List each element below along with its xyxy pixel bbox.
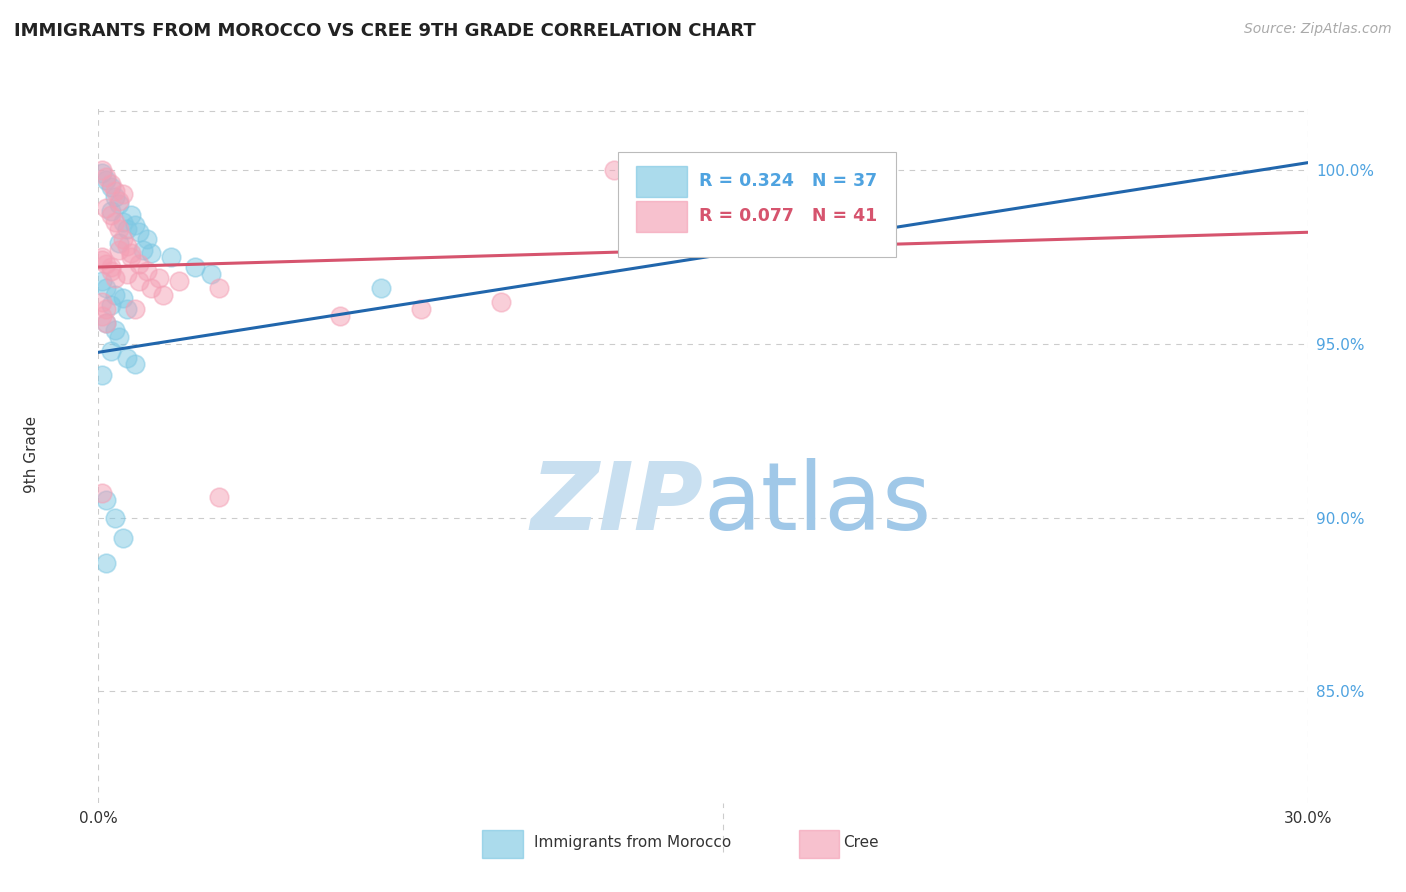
- Point: [96, 301, 118, 316]
- Point: [491, 294, 513, 309]
- Point: [208, 281, 231, 295]
- Point: [103, 510, 125, 524]
- Point: [124, 358, 146, 372]
- Point: [100, 180, 122, 194]
- Point: [135, 263, 157, 277]
- Point: [107, 221, 129, 235]
- Point: [91, 253, 114, 268]
- Point: [120, 250, 142, 264]
- Point: [96, 173, 118, 187]
- Point: [107, 194, 129, 208]
- Text: ZIP: ZIP: [530, 458, 703, 549]
- Point: [370, 281, 392, 295]
- Point: [100, 204, 122, 219]
- Point: [100, 263, 122, 277]
- Point: [96, 281, 118, 295]
- Point: [91, 368, 114, 382]
- Point: [100, 298, 122, 312]
- Point: [96, 316, 118, 330]
- Text: Source: ZipAtlas.com: Source: ZipAtlas.com: [1244, 22, 1392, 37]
- Point: [152, 288, 174, 302]
- Point: [409, 301, 432, 316]
- Text: Cree: Cree: [844, 836, 879, 850]
- Point: [160, 250, 183, 264]
- Point: [103, 270, 125, 285]
- Point: [96, 556, 118, 570]
- Text: R = 0.324   N = 37: R = 0.324 N = 37: [699, 172, 877, 191]
- Point: [208, 490, 231, 504]
- Point: [139, 246, 162, 260]
- Point: [91, 309, 114, 323]
- Point: [111, 215, 134, 229]
- Point: [103, 190, 125, 204]
- Point: [139, 281, 162, 295]
- Point: [115, 221, 138, 235]
- FancyBboxPatch shape: [637, 166, 688, 197]
- Text: R = 0.077   N = 41: R = 0.077 N = 41: [699, 207, 877, 226]
- Text: 9th Grade: 9th Grade: [24, 417, 39, 493]
- Point: [103, 184, 125, 198]
- Point: [184, 260, 207, 274]
- FancyBboxPatch shape: [619, 153, 897, 257]
- Text: Immigrants from Morocco: Immigrants from Morocco: [534, 836, 731, 850]
- Point: [91, 166, 114, 180]
- Point: [100, 260, 122, 274]
- Point: [96, 316, 118, 330]
- Point: [135, 232, 157, 246]
- Point: [103, 215, 125, 229]
- Point: [111, 291, 134, 305]
- Point: [120, 208, 142, 222]
- Point: [91, 294, 114, 309]
- Point: [91, 162, 114, 177]
- Point: [603, 162, 626, 177]
- Point: [107, 243, 129, 257]
- Point: [200, 267, 222, 281]
- Point: [167, 274, 190, 288]
- Point: [128, 225, 150, 239]
- Point: [128, 274, 150, 288]
- Point: [128, 256, 150, 270]
- Point: [124, 219, 146, 233]
- Point: [329, 309, 352, 323]
- Point: [111, 186, 134, 201]
- Point: [100, 177, 122, 191]
- Point: [120, 246, 142, 260]
- Point: [103, 288, 125, 302]
- Point: [111, 532, 134, 546]
- Point: [107, 197, 129, 211]
- Point: [115, 351, 138, 365]
- Text: atlas: atlas: [703, 458, 931, 549]
- Text: IMMIGRANTS FROM MOROCCO VS CREE 9TH GRADE CORRELATION CHART: IMMIGRANTS FROM MOROCCO VS CREE 9TH GRAD…: [14, 22, 756, 40]
- Point: [115, 239, 138, 253]
- Point: [107, 235, 129, 250]
- Point: [103, 323, 125, 337]
- Point: [96, 169, 118, 184]
- Point: [132, 243, 155, 257]
- Point: [96, 256, 118, 270]
- Point: [733, 166, 755, 180]
- Point: [91, 486, 114, 500]
- Point: [96, 493, 118, 508]
- Point: [107, 329, 129, 343]
- FancyBboxPatch shape: [637, 201, 688, 232]
- Point: [100, 208, 122, 222]
- Point: [100, 343, 122, 358]
- Point: [91, 274, 114, 288]
- Point: [124, 301, 146, 316]
- Point: [115, 267, 138, 281]
- Point: [148, 270, 170, 285]
- Point: [111, 232, 134, 246]
- Point: [115, 301, 138, 316]
- Point: [96, 201, 118, 215]
- Point: [91, 250, 114, 264]
